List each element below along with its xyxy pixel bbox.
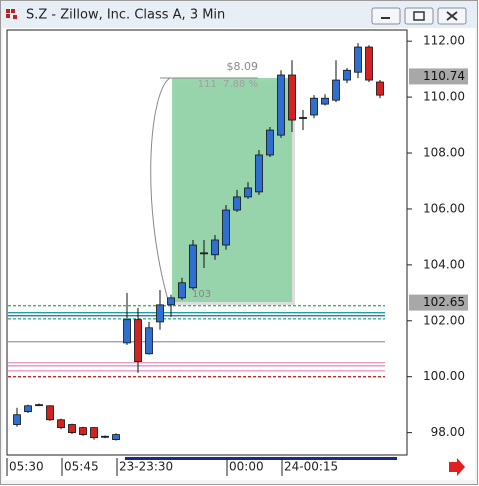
candle-body [35, 404, 43, 407]
x-tick-label: 05:30 [9, 460, 44, 474]
candle-body [79, 427, 87, 435]
x-tick-label: 00:00 [229, 460, 264, 474]
candle-body [24, 405, 32, 413]
candle-body [156, 304, 164, 323]
candle-body [178, 282, 186, 299]
x-tick-label: 24-00:15 [284, 460, 338, 474]
candle-body [134, 319, 142, 363]
candle-body [255, 154, 263, 193]
candle-body [101, 435, 109, 438]
candle-body [57, 419, 65, 428]
y-tick-label: 106.00 [423, 201, 465, 215]
candle-body [233, 196, 241, 211]
y-tick-label: 110.00 [423, 90, 465, 104]
minimize-button[interactable] [371, 7, 401, 25]
window-title: S.Z - Zillow, Inc. Class A, 3 Min [26, 8, 225, 23]
candle-body [365, 46, 373, 81]
app-icon [6, 9, 17, 19]
candle-body [68, 424, 76, 434]
y-tick-label: 108.00 [423, 146, 465, 160]
candle-body [299, 117, 307, 119]
price-marker-box [409, 68, 468, 85]
close-button[interactable] [437, 7, 467, 25]
price-marker-label: 110.74 [423, 69, 465, 83]
candle-body [189, 244, 197, 289]
measure-arc [150, 77, 171, 301]
candle-body [343, 69, 351, 81]
measure-detail: 111 7.88 % [198, 79, 258, 90]
candle-body [211, 239, 219, 256]
candle-body [332, 79, 340, 101]
x-tick-label: 05:45 [64, 460, 99, 474]
candle-body [277, 74, 285, 136]
candle-body [244, 187, 252, 198]
candle-body [123, 319, 131, 344]
candle-body [167, 297, 175, 306]
measure-amount: $8.09 [227, 60, 259, 73]
price-marker-label: 102.65 [423, 295, 465, 309]
scroll-arrow[interactable] [449, 458, 465, 476]
measure-bars: 103 [192, 289, 211, 300]
candle-body [310, 97, 318, 116]
candle-body [200, 252, 208, 255]
candle-body [46, 405, 54, 421]
candle-body [266, 129, 274, 156]
candle-body [90, 427, 98, 439]
candle-body [13, 414, 21, 425]
y-tick-label: 104.00 [423, 257, 465, 271]
candle-body [354, 46, 362, 73]
candle-body [222, 209, 230, 246]
price-marker-box [409, 294, 468, 311]
y-tick-label: 100.00 [423, 369, 465, 383]
session-bar [125, 457, 397, 460]
candle-body [145, 327, 153, 355]
candle-body [376, 81, 384, 96]
y-tick-label: 112.00 [423, 34, 465, 48]
candle-body [288, 74, 296, 121]
y-tick-label: 102.00 [423, 313, 465, 327]
candle-body [321, 97, 329, 105]
y-tick-label: 98.00 [431, 425, 465, 439]
x-tick-label: 23-23:30 [119, 460, 173, 474]
maximize-button[interactable] [404, 7, 434, 25]
measure-tool: $8.09 111 7.88 % 103 [150, 60, 295, 305]
candle-body [112, 434, 120, 441]
